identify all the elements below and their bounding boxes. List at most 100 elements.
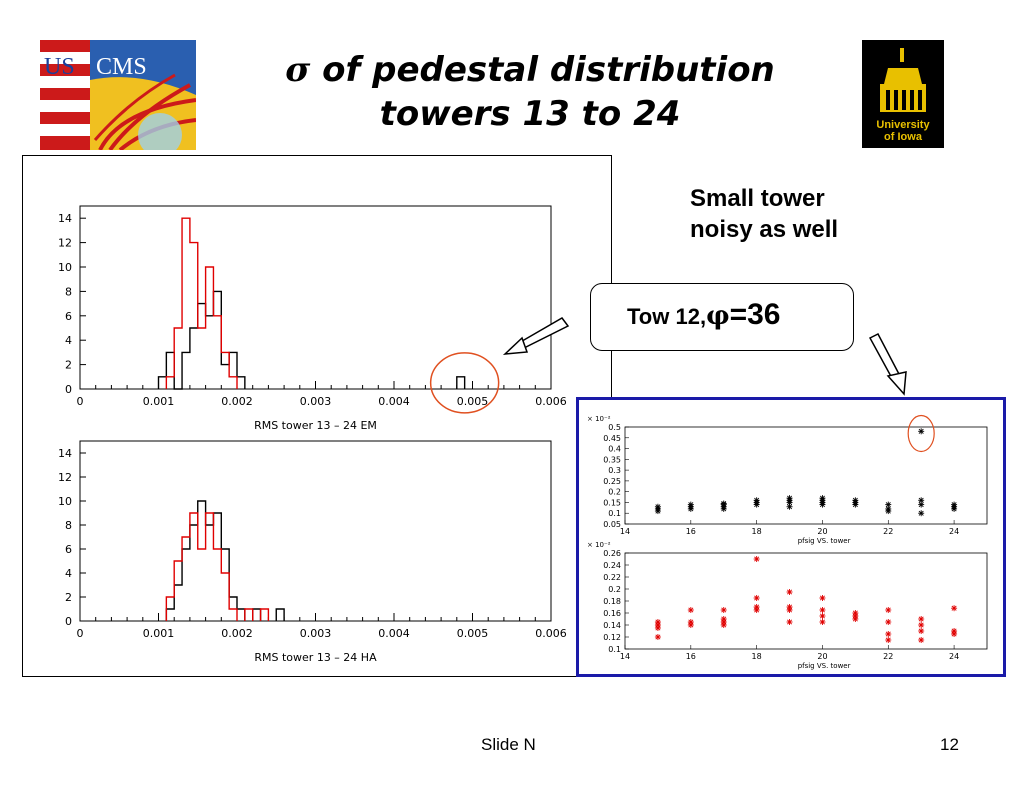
y-tick-label: 4 — [65, 334, 72, 347]
scatter-point — [753, 607, 760, 613]
x-tick-label: 0.001 — [143, 627, 175, 640]
scatter-figure: × 10⁻²0.050.10.150.20.250.30.350.40.450.… — [587, 414, 988, 670]
phi-symbol: φ — [706, 301, 730, 331]
y-tick-label: 14 — [58, 212, 72, 225]
y-tick-label: 8 — [65, 285, 72, 298]
sigma-symbol: σ — [285, 50, 311, 90]
y-tick-label: 0.35 — [603, 455, 621, 464]
y-tick-label: 0 — [65, 615, 72, 628]
footer-slide-label: Slide N — [481, 735, 536, 754]
y-tick-label: 10 — [58, 495, 72, 508]
y-tick-label: 14 — [58, 447, 72, 460]
x-tick-label: 0.004 — [378, 395, 410, 408]
y-tick-label: 0.05 — [603, 520, 621, 529]
x-tick-label: 0.001 — [143, 395, 175, 408]
y-tick-label: 12 — [58, 471, 72, 484]
y-tick-label: 0.1 — [608, 509, 621, 518]
scatter-point — [687, 622, 694, 628]
histogram-series-black — [165, 500, 285, 621]
y-tick-label: 6 — [65, 543, 72, 556]
scatter-point — [918, 497, 925, 504]
x-tick-label: 16 — [686, 652, 696, 661]
x-tick-label: 0.005 — [457, 395, 489, 408]
x-tick-label: 18 — [752, 652, 762, 661]
scatter-point — [819, 619, 826, 625]
scatter-point — [786, 607, 793, 613]
scatter-point — [654, 508, 661, 515]
scatter-point — [918, 501, 925, 508]
y-tick-label: 0.15 — [603, 498, 621, 507]
x-tick-label: 0 — [77, 395, 84, 408]
scatter-point — [918, 628, 925, 634]
scatter-point — [918, 637, 925, 643]
hist-frame — [79, 205, 552, 390]
y-tick-label: 0.16 — [603, 609, 621, 618]
x-tick-label: 0.005 — [457, 627, 489, 640]
y-tick-label: 0.24 — [603, 561, 621, 570]
scatter-point — [918, 622, 925, 628]
scatter-point — [720, 500, 727, 507]
x-tick-label: 22 — [883, 527, 893, 536]
scatter-point — [951, 631, 958, 637]
scatter-frame — [624, 552, 988, 650]
scatter-point — [885, 508, 892, 515]
scatter-point — [786, 495, 793, 502]
y-tick-label: 0.18 — [603, 597, 621, 606]
x-tick-label: 20 — [817, 652, 827, 661]
note-text: Small tower noisy as well — [690, 183, 838, 245]
y-tick-label: 2 — [65, 591, 72, 604]
scatter-point — [885, 631, 892, 637]
us-cms-logo: US CMS — [40, 40, 196, 150]
title-line1: of pedestal distribution — [310, 50, 775, 90]
scatter-point — [786, 503, 793, 510]
scatter-point — [885, 607, 892, 613]
y-tick-label: 0.22 — [603, 573, 621, 582]
scatter-point — [918, 616, 925, 622]
callout-prefix: Tow 12, — [627, 304, 707, 329]
university-of-iowa-logo: University of Iowa — [862, 40, 944, 148]
logo-us-text: US — [44, 54, 75, 80]
scatter-point — [753, 497, 760, 504]
scatter-point — [819, 595, 826, 601]
y-tick-label: 0.14 — [603, 621, 621, 630]
scatter-point — [720, 607, 727, 613]
y-tick-label: 0.3 — [608, 466, 621, 475]
x-tick-label: 0.004 — [378, 627, 410, 640]
x-axis-label: RMS tower 13 – 24 EM — [254, 419, 377, 432]
scatter-point — [951, 505, 958, 512]
x-axis-label: RMS tower 13 – 24 HA — [254, 651, 377, 664]
scatter-point — [687, 607, 694, 613]
y-tick-label: 4 — [65, 567, 72, 580]
x-tick-label: 0.006 — [535, 627, 567, 640]
scatter-point — [720, 622, 727, 628]
y-tick-label: 0.2 — [608, 585, 621, 594]
y-tick-label: 0.5 — [608, 423, 621, 432]
y-tick-label: 6 — [65, 310, 72, 323]
scatter-point — [753, 501, 760, 508]
logo-university-text: University — [876, 119, 930, 131]
x-tick-label: 22 — [883, 652, 893, 661]
x-tick-label: 14 — [620, 527, 630, 536]
y-tick-label: 0.1 — [608, 645, 621, 654]
y-tick-label: 8 — [65, 519, 72, 532]
scatter-point — [786, 589, 793, 595]
x-tick-label: 18 — [752, 527, 762, 536]
logo-of-iowa-text: of Iowa — [884, 131, 923, 143]
x-tick-label: 0 — [77, 627, 84, 640]
scatter-point — [687, 505, 694, 512]
scatter-point — [918, 428, 925, 435]
x-tick-label: 0.003 — [300, 627, 332, 640]
x-tick-label: 0.002 — [221, 627, 253, 640]
x-tick-label: 14 — [620, 652, 630, 661]
note-line2: noisy as well — [690, 216, 839, 243]
y-tick-label: 2 — [65, 359, 72, 372]
scatter-point — [819, 501, 826, 508]
y-multiplier-label: × 10⁻² — [587, 415, 611, 423]
scatter-point — [885, 637, 892, 643]
x-tick-label: 0.002 — [221, 395, 253, 408]
y-tick-label: 0.2 — [608, 488, 621, 497]
scatter-point — [918, 510, 925, 517]
x-tick-label: 20 — [817, 527, 827, 536]
scatter-point — [852, 616, 859, 622]
footer-page-number: 12 — [940, 735, 959, 754]
